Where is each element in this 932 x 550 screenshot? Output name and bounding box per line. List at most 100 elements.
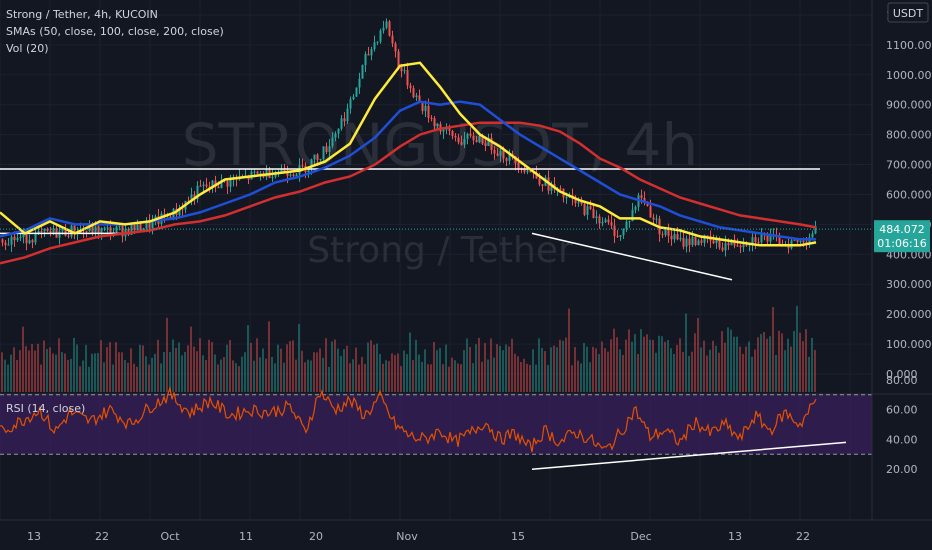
volume-bar <box>79 366 81 392</box>
candle-body <box>565 197 568 199</box>
candle-body <box>622 228 625 236</box>
volume-bar <box>334 339 336 392</box>
volume-bar <box>775 354 777 392</box>
volume-bar <box>181 355 183 392</box>
volume-bar <box>781 333 783 392</box>
candle-body <box>460 142 463 145</box>
volume-bar <box>250 342 252 392</box>
volume-bar <box>349 363 351 392</box>
volume-bar <box>481 361 483 392</box>
volume-bar <box>667 340 669 392</box>
candle-body <box>550 184 553 191</box>
volume-bar <box>676 344 678 392</box>
candle-body <box>679 237 682 240</box>
volume-bar <box>328 366 330 392</box>
candle-body <box>7 244 10 246</box>
volume-bar <box>562 340 564 392</box>
volume-bar <box>220 359 222 392</box>
candle-body <box>97 226 100 235</box>
candle-body <box>145 221 148 229</box>
volume-bar <box>418 354 420 392</box>
candle-body <box>811 233 814 238</box>
volume-bar <box>406 354 408 392</box>
volume-bar <box>325 338 327 392</box>
volume-bar <box>658 335 660 392</box>
candle-body <box>418 95 421 103</box>
candle-body <box>40 230 43 232</box>
volume-bar <box>700 347 702 392</box>
volume-bar <box>808 356 810 392</box>
candle-body <box>370 49 373 56</box>
volume-bar <box>625 339 627 392</box>
time-tick-label: 13 <box>728 530 742 543</box>
volume-bar <box>505 344 507 392</box>
volume-bar <box>574 347 576 392</box>
volume-bar <box>340 355 342 392</box>
price-trendline <box>531 232 733 281</box>
candle-body <box>1 239 4 243</box>
volume-bar <box>25 346 27 392</box>
volume-bar <box>274 363 276 392</box>
candle-body <box>793 239 796 241</box>
candle-body <box>376 41 379 43</box>
candle-body <box>400 66 403 72</box>
volume-bar <box>124 360 126 392</box>
volume-bar <box>151 357 153 392</box>
volume-bar <box>184 351 186 392</box>
volume-bar <box>403 350 405 392</box>
volume-bar <box>358 364 360 392</box>
volume-bar <box>310 360 312 392</box>
candle-body <box>484 143 487 146</box>
candle-body <box>685 238 688 247</box>
candle-body <box>490 137 493 151</box>
candle-body <box>586 206 589 215</box>
price-box-value: 484.072 <box>879 223 925 236</box>
price-tick-label: 100.000 <box>886 338 932 351</box>
volume-bar <box>286 344 288 392</box>
volume-bar <box>586 346 588 392</box>
volume-bar <box>766 338 768 392</box>
candle-body <box>481 136 484 144</box>
volume-bar <box>472 363 474 392</box>
candle-body <box>37 230 40 234</box>
volume-bar <box>382 363 384 392</box>
candle-body <box>559 188 562 190</box>
sma50-line <box>0 61 817 247</box>
candle-body <box>655 218 658 220</box>
volume-bar <box>19 350 21 392</box>
volume-bar <box>301 350 303 392</box>
volume-bar <box>103 362 105 392</box>
volume-bar <box>295 359 297 392</box>
price-tick-label: 1100.000 <box>886 39 932 52</box>
volume-bar <box>391 353 393 392</box>
candle-body <box>475 140 478 142</box>
volume-bar <box>424 349 426 392</box>
candle-body <box>100 228 103 235</box>
volume-bar <box>415 339 417 392</box>
volume-bar <box>514 353 516 392</box>
volume-bar <box>130 348 132 392</box>
candle-body <box>283 169 286 173</box>
volume-bar <box>583 342 585 392</box>
volume-bar <box>709 349 711 392</box>
candle-body <box>265 168 268 178</box>
time-tick-label: 22 <box>796 530 810 543</box>
volume-bar <box>196 351 198 392</box>
candle-body <box>139 221 142 231</box>
volume-bar <box>412 360 414 392</box>
candle-body <box>451 130 454 136</box>
volume-bar <box>367 342 369 392</box>
time-tick-label: 15 <box>511 530 525 543</box>
volume-legend: Vol (20) <box>6 42 49 55</box>
volume-bar <box>718 352 720 392</box>
volume-bar <box>262 348 264 392</box>
candle-body <box>94 226 97 234</box>
volume-bar <box>568 308 570 392</box>
candle-body <box>751 237 754 245</box>
volume-bar <box>115 342 117 392</box>
volume-bar <box>742 353 744 392</box>
candle-body <box>670 235 673 240</box>
volume-bar <box>703 340 705 392</box>
volume-bar <box>478 337 480 392</box>
